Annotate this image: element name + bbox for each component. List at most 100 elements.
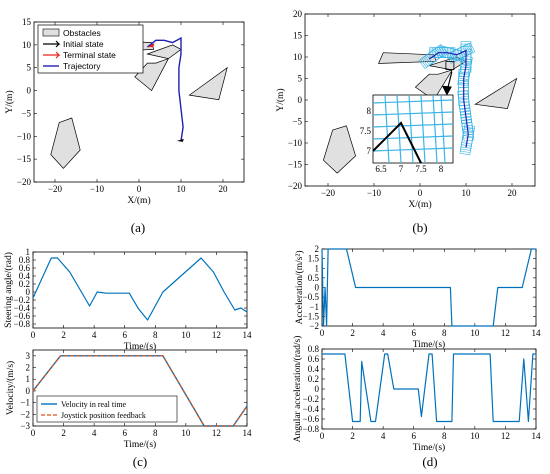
panel-d-top-ytick-label: 1	[315, 263, 320, 273]
legend-entry: Joystick position feedback	[61, 411, 146, 420]
panel-c-top-xtick-label: 0	[31, 330, 36, 340]
panel-c-top-ytick-label: 0.6	[19, 263, 31, 273]
panel-c-bottom-xtick-label: 2	[61, 428, 66, 438]
panel-d-top-xtick-label: 0	[320, 328, 325, 338]
panel-a-ylabel: Y/(m)	[4, 90, 15, 113]
panel-c-bottom-xtick-label: 0	[31, 428, 36, 438]
panel-c-bottom-xtick-label: 8	[153, 428, 158, 438]
caption-b: (b)	[412, 220, 427, 235]
inset-footprint-edge	[372, 111, 454, 116]
panel-c-top-ytick-label: 0.8	[19, 255, 31, 265]
panel-d-bottom-ytick-label: 0.8	[308, 344, 320, 354]
panel-c-top-ytick-label: 0.2	[19, 279, 30, 289]
panel-c-bottom-ytick-label: −1	[20, 398, 30, 408]
panel-d-bottom-xtick-label: 6	[411, 431, 416, 441]
inset-footprint-edge	[396, 94, 402, 164]
panel-c-bottom-xtick-label: 12	[212, 428, 221, 438]
panel-d-bottom-axes: 0 2 4 6 8 10 12 14−0.8−0.6−0.4−0.200.20.40.60.8…	[292, 336, 541, 453]
trajectory-line	[428, 49, 469, 148]
panel-c-top-ytick-label: 0.4	[19, 271, 31, 281]
panel-c-bottom-xtick-label: 14	[243, 428, 253, 438]
zoom-arrowhead	[441, 85, 452, 96]
obstacle	[134, 57, 170, 92]
legend-entry: Obstacles	[63, 28, 101, 38]
panel-d-bottom-xtick-label: 12	[501, 431, 510, 441]
inset-footprint-edge	[384, 94, 390, 164]
panel-c-top-xtick-label: 2	[61, 330, 66, 340]
inset-footprint-edge	[372, 123, 454, 128]
panel-d-bottom-ytick-label: 0.6	[308, 354, 320, 364]
panel-c-bottom-ytick-label: 2	[26, 363, 31, 373]
legend-terminal-swatch	[43, 51, 61, 59]
panel-c-top-xtick-label: 14	[243, 330, 253, 340]
panel-c-top-ytick-label: −0.4	[14, 303, 31, 313]
panel-d-bottom-ytick-label: −0.6	[303, 414, 320, 424]
panel-c-top-xtick-label: 8	[153, 330, 158, 340]
panel-b-ytick-label: 10	[293, 52, 303, 62]
panel-d-bottom-ytick-label: 0.2	[308, 374, 319, 384]
panel-c-top-xtick-label: 6	[122, 330, 127, 340]
obstacle	[188, 66, 228, 101]
panel-d-bottom-xtick-label: 14	[532, 431, 542, 441]
initial-state-arrow	[176, 138, 184, 142]
panel-c-bottom-ytick-label: 3	[26, 351, 31, 361]
panel-d-top-ytick-label: −2	[309, 321, 319, 331]
legend-entry: Trajectory	[63, 61, 101, 71]
caption-d: (d)	[422, 454, 437, 469]
panel-d-top-ytick-label: 0.5	[308, 273, 320, 283]
panel-d-bottom-xlabel: Time/(s)	[413, 442, 445, 453]
panel-a-xtick-label: −10	[90, 184, 105, 194]
inset-ytick-label: 7.5	[360, 126, 372, 136]
panel-b-ylabel: Y/(m)	[275, 88, 286, 111]
inset-footprint-edge	[432, 94, 438, 164]
panel-a-ytick-label: −15	[17, 154, 32, 164]
panel-b-ytick-label: 5	[298, 74, 303, 84]
panel-c-top-xtick-label: 10	[181, 330, 191, 340]
panel-d-bottom-xtick-label: 8	[442, 431, 447, 441]
terminal-state-arrow	[147, 43, 155, 48]
panel-a-xtick-label: −20	[48, 184, 63, 194]
panel-a-ytick-label: 5	[27, 63, 32, 73]
inset-footprint-edge	[372, 99, 454, 104]
inset-xtick-label: 6.5	[375, 164, 387, 174]
panel-d-bottom-xtick-label: 2	[350, 431, 355, 441]
obstacle	[323, 125, 356, 174]
panel-d-top-xtick-label: 4	[381, 328, 386, 338]
inset-ytick-label: 8	[367, 106, 372, 116]
panel-c-top-ylabel: Steering angle/(rad)	[3, 252, 14, 328]
inset-footprint-edge	[372, 147, 454, 152]
panel-c-bottom-ytick-label: −3	[20, 421, 30, 431]
panel-d-top-xtick-label: 10	[470, 328, 480, 338]
panel-a-axes: −20 −10 0 10 20 −20 −15 −10 −5 0 5 10 15 X/(m) Y/(m) Ob…	[4, 17, 245, 206]
panel-d-top-ytick-label: 1.5	[308, 254, 320, 264]
panel-d-bottom-xtick-label: 0	[320, 431, 325, 441]
panel-d-bottom-frame	[321, 348, 537, 430]
panel-d-bottom-ytick-label: −0.4	[303, 404, 320, 414]
panel-b-axes: −20 −10 0 10 20 −20 −15 −10 −5 0 5 10 15 20 X/(m) Y/(m)…	[275, 9, 536, 210]
caption-a: (a)	[131, 220, 145, 235]
legend-box	[36, 395, 178, 423]
panel-a-xtick-label: 20	[219, 184, 229, 194]
panel-b-xtick-label: 10	[462, 188, 472, 198]
panel-b-xtick-label: −10	[367, 188, 382, 198]
inset-xtick-label: 7	[399, 164, 404, 174]
zoom-box	[445, 61, 455, 70]
panel-b-ytick-label: −15	[288, 160, 303, 170]
panel-a-ytick-label: −10	[17, 131, 32, 141]
panel-c-bottom-axes: 0 2 4 6 8 10 12 14−3−2−10123Time/(s)Velocity/(m…	[5, 349, 253, 450]
panel-c-top-ytick-label: −0.6	[14, 311, 31, 321]
panel-b-xtick-label: −20	[321, 188, 336, 198]
caption-c: (c)	[133, 454, 147, 469]
panel-d-bottom-xtick-label: 10	[470, 431, 480, 441]
panel-b-ytick-label: 15	[293, 31, 303, 41]
panel-c-top-ytick-label: −0.8	[14, 319, 31, 329]
joystick-feedback-line	[32, 355, 248, 427]
panel-d-top-xtick-label: 14	[532, 328, 542, 338]
inset-footprint-edge	[408, 94, 414, 164]
panel-d-top-xtick-label: 8	[442, 328, 447, 338]
panel-c-top-xtick-label: 4	[92, 330, 97, 340]
panel-b-xtick-label: 20	[508, 188, 518, 198]
panel-b-ytick-label: 0	[298, 95, 303, 105]
panel-a-ytick-label: −5	[21, 108, 31, 118]
